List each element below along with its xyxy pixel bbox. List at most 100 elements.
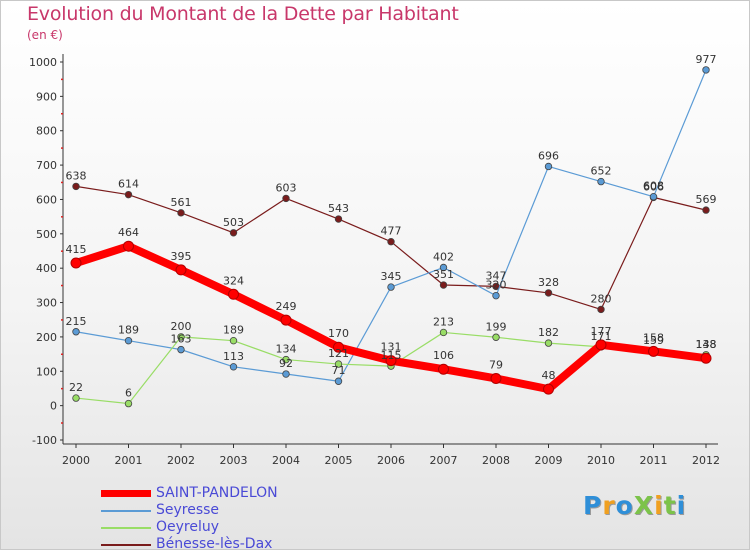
data-point: [702, 66, 710, 74]
data-point: [334, 377, 343, 385]
data-point: [597, 305, 605, 314]
line-chart: -100 0 100 200 300 400 500 600 700 800 900 1000 2000…: [29, 53, 720, 467]
legend-label: Bénesse-lès-Dax: [156, 536, 273, 552]
data-label: 163: [171, 333, 192, 346]
data-point: [490, 372, 502, 384]
data-label: 280: [591, 292, 612, 305]
data-point: [544, 162, 553, 171]
data-label: 402: [433, 250, 454, 263]
data-label: 71: [332, 364, 346, 377]
y-tick-label: 1000: [29, 56, 57, 69]
logo-letter: o: [615, 491, 634, 520]
data-point: [543, 383, 554, 395]
data-point: [123, 240, 134, 252]
y-tick-label: 200: [36, 331, 57, 344]
data-label: 415: [66, 243, 87, 256]
data-label: 48: [542, 369, 556, 382]
y-tick-label: 600: [36, 193, 57, 206]
data-point: [385, 355, 397, 367]
data-point: [72, 182, 80, 191]
data-point: [387, 283, 395, 291]
data-label: 158: [643, 331, 664, 344]
data-point: [597, 177, 605, 186]
data-point: [124, 399, 133, 408]
logo-letter: i: [654, 491, 664, 520]
data-label: 345: [381, 270, 402, 283]
data-label: 113: [223, 350, 244, 363]
data-label: 395: [171, 250, 192, 263]
data-label: 134: [276, 343, 297, 356]
data-point: [439, 328, 448, 337]
data-label: 189: [118, 324, 139, 337]
data-label: 115: [381, 349, 402, 362]
data-label: 477: [381, 225, 402, 238]
data-label: 351: [433, 268, 454, 281]
data-point: [492, 333, 500, 341]
data-label: 200: [171, 320, 192, 333]
x-tick-label: 2008: [482, 454, 510, 467]
data-point: [280, 314, 292, 326]
data-point: [334, 360, 343, 368]
data-point: [229, 363, 238, 371]
data-label: 503: [223, 216, 244, 229]
data-point: [124, 190, 133, 199]
legend-swatch: [101, 490, 151, 497]
data-label: 977: [696, 53, 717, 66]
x-tick-label: 2012: [692, 454, 720, 467]
data-point: [72, 394, 80, 402]
legend-swatch: [101, 544, 151, 546]
x-tick-label: 2004: [272, 454, 300, 467]
x-tick-label: 2007: [430, 454, 458, 467]
data-label: 189: [223, 324, 244, 337]
data-point: [177, 209, 185, 217]
data-point: [228, 288, 239, 300]
data-label: 215: [66, 315, 87, 328]
data-label: 121: [328, 347, 349, 360]
data-point: [438, 363, 449, 375]
x-tick-label: 2005: [325, 454, 353, 467]
data-label: 170: [328, 327, 349, 340]
data-point: [648, 345, 659, 357]
data-label: 696: [538, 149, 559, 162]
x-tick-label: 2003: [220, 454, 248, 467]
y-tick-label: -100: [32, 434, 57, 447]
data-label: 608: [643, 180, 664, 193]
data-label: 249: [276, 300, 297, 313]
logo-letter: i: [676, 491, 687, 520]
data-label: 324: [223, 274, 244, 287]
data-label: 213: [433, 315, 454, 328]
x-tick-label: 2000: [62, 454, 90, 467]
y-tick-label: 400: [36, 262, 57, 275]
y-tick-label: 0: [50, 400, 57, 413]
x-tick-label: 2011: [640, 454, 668, 467]
data-point: [334, 215, 343, 223]
data-point: [72, 328, 80, 336]
data-label: 347: [486, 269, 507, 282]
data-label: 199: [486, 320, 507, 333]
data-label: 561: [171, 196, 192, 209]
data-label: 464: [118, 226, 139, 239]
data-label: 320: [486, 279, 507, 292]
x-tick-label: 2010: [587, 454, 615, 467]
x-tick-label: 2006: [377, 454, 405, 467]
data-point: [439, 281, 448, 289]
data-label: 159: [643, 334, 664, 347]
data-label: 614: [118, 178, 139, 191]
x-tick-label: 2001: [115, 454, 143, 467]
data-point: [439, 263, 448, 272]
data-label: 328: [538, 276, 559, 289]
data-label: 603: [276, 181, 297, 194]
legend-label: SAINT-PANDELON: [156, 485, 278, 501]
y-tick-label: 100: [36, 365, 57, 378]
logo-letter: X: [633, 491, 655, 520]
data-point: [177, 345, 185, 354]
data-point: [595, 339, 607, 351]
data-point: [124, 336, 133, 345]
data-label: 171: [591, 330, 612, 343]
x-tick-label: 2009: [535, 454, 563, 467]
legend-label: Seyresse: [156, 502, 220, 518]
y-tick-label: 300: [36, 297, 57, 310]
data-label: 182: [538, 326, 559, 339]
x-tick-label: 2002: [167, 454, 195, 467]
